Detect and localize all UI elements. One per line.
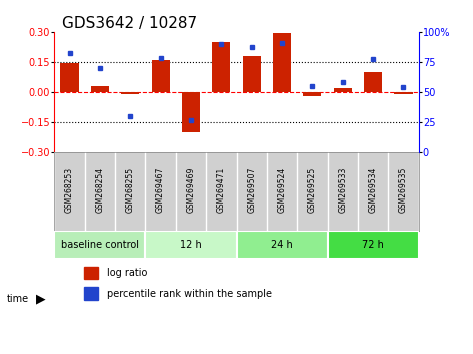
Bar: [394, 92, 412, 94]
Bar: [84, 267, 98, 279]
Bar: [182, 92, 200, 132]
Bar: [151, 60, 170, 92]
Text: GSM269535: GSM269535: [399, 167, 408, 213]
Bar: [243, 56, 261, 92]
Bar: [91, 86, 109, 92]
Text: baseline control: baseline control: [61, 240, 139, 250]
Text: GSM269507: GSM269507: [247, 167, 256, 213]
Bar: [333, 88, 352, 92]
Bar: [84, 287, 98, 300]
Text: GSM269525: GSM269525: [308, 167, 317, 213]
Text: GSM269469: GSM269469: [186, 167, 195, 213]
Text: percentile rank within the sample: percentile rank within the sample: [107, 289, 272, 298]
Text: GSM269524: GSM269524: [278, 167, 287, 213]
Bar: [54, 232, 146, 259]
Bar: [327, 232, 419, 259]
Text: GSM269534: GSM269534: [368, 167, 377, 213]
Bar: [364, 72, 382, 92]
Text: GSM269533: GSM269533: [338, 167, 347, 213]
Text: ▶: ▶: [35, 293, 45, 306]
Text: GSM268253: GSM268253: [65, 167, 74, 213]
Text: GSM268255: GSM268255: [126, 167, 135, 213]
Bar: [212, 42, 230, 92]
Bar: [61, 63, 79, 92]
Bar: [273, 33, 291, 92]
Text: time: time: [7, 294, 29, 304]
Bar: [121, 92, 140, 94]
Text: 12 h: 12 h: [180, 240, 202, 250]
Bar: [303, 92, 322, 96]
Bar: [236, 232, 327, 259]
Text: 72 h: 72 h: [362, 240, 384, 250]
Text: GSM268254: GSM268254: [96, 167, 105, 213]
Text: 24 h: 24 h: [271, 240, 293, 250]
Text: log ratio: log ratio: [107, 268, 148, 278]
Text: GDS3642 / 10287: GDS3642 / 10287: [61, 16, 197, 31]
Text: GSM269467: GSM269467: [156, 167, 165, 213]
Text: GSM269471: GSM269471: [217, 167, 226, 213]
Bar: [145, 232, 236, 259]
